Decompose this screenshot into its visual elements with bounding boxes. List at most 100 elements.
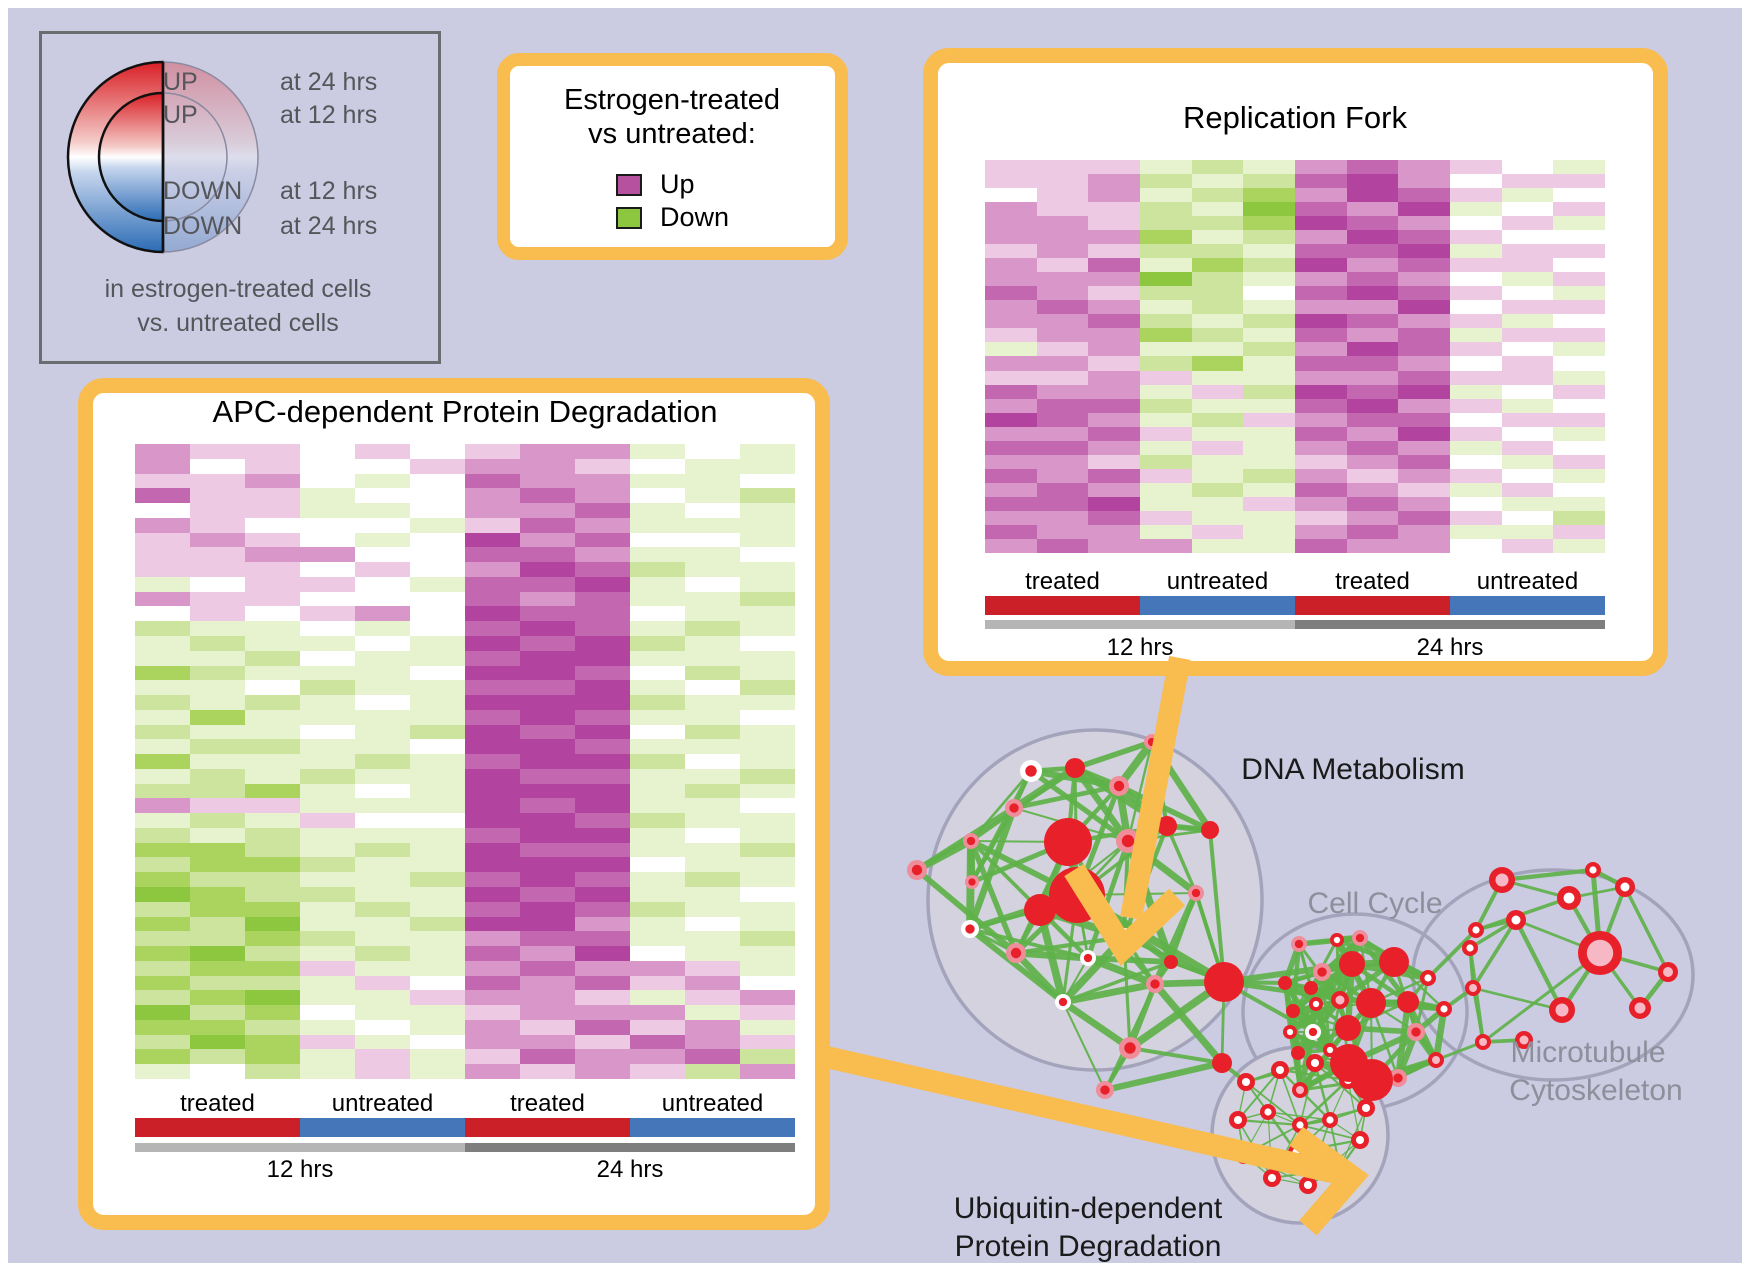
heatmap-cell: [410, 724, 465, 740]
heatmap-cell: [520, 1034, 575, 1050]
heatmap-cell: [1553, 524, 1605, 539]
heatmap-cell: [465, 517, 520, 533]
gene-node-core: [1233, 1115, 1243, 1125]
heatmap-cell: [575, 709, 630, 725]
heatmap-cell: [520, 695, 575, 710]
heatmap-cell: [685, 975, 740, 991]
heatmap-cell: [1553, 482, 1605, 497]
heatmap-cell: [300, 768, 355, 784]
heatmap-cell: [1140, 314, 1192, 329]
heatmap-cell: [465, 1019, 520, 1035]
heatmap-cell: [135, 1064, 190, 1079]
gene-node-core: [1472, 926, 1480, 934]
network-edge: [1104, 1059, 1223, 1094]
heatmap-cell: [190, 783, 245, 799]
heatmap-cell: [985, 300, 1037, 315]
heatmap-cell: [740, 695, 795, 710]
time-bar-12hrs: [135, 1143, 465, 1152]
heatmap-cell: [465, 562, 520, 577]
heatmap-cell: [1036, 202, 1089, 217]
heatmap-cell: [1398, 412, 1450, 427]
network-edge: [1165, 825, 1198, 894]
heatmap-cell: [300, 650, 355, 666]
legend-at-24hrs: at 24 hrs: [280, 68, 378, 96]
heatmap-cell: [300, 990, 355, 1006]
heatmap-cell: [1346, 426, 1399, 441]
heatmap-cell: [1140, 510, 1192, 525]
heatmap-cell: [1295, 216, 1347, 231]
heatmap-cell: [740, 576, 795, 592]
gene-node-core: [1294, 939, 1304, 949]
heatmap-cell: [355, 842, 410, 858]
heatmap-cell: [1191, 174, 1244, 189]
heatmap-cell: [520, 798, 575, 814]
heatmap-cell: [1140, 300, 1192, 315]
heatmap-cell: [355, 606, 410, 622]
heatmap-cell: [520, 606, 575, 622]
heatmap-cell: [520, 458, 575, 474]
heatmap-cell: [685, 827, 740, 843]
gene-node-core: [1335, 995, 1345, 1005]
heatmap-cell: [1346, 174, 1399, 189]
heatmap-cell: [1088, 258, 1140, 273]
heatmap-cell: [1553, 426, 1605, 441]
heatmap-cell: [355, 798, 410, 814]
heatmap-cell: [1398, 384, 1450, 399]
cluster-label-dna-metabolism: DNA Metabolism: [1241, 753, 1465, 786]
heatmap-cell: [740, 488, 795, 504]
heatmap-cell: [300, 444, 355, 459]
gene-node-core: [968, 878, 976, 886]
legend-caption-line2: vs. untreated cells: [137, 309, 339, 337]
gene-node: [1204, 962, 1244, 1002]
heatmap-cell: [1553, 188, 1605, 203]
gene-node-core: [1303, 1180, 1313, 1190]
heatmap-cell: [1398, 482, 1450, 497]
heatmap-cell: [1243, 272, 1295, 287]
heatmap-cell: [1501, 160, 1554, 175]
heatmap-cell: [630, 695, 685, 710]
heatmap-cell: [1036, 174, 1089, 189]
heatmap-cell: [465, 798, 520, 814]
heatmap-cell: [1398, 510, 1450, 525]
heatmap-cell: [1191, 370, 1244, 385]
legend-up-12-word: UP: [163, 101, 198, 129]
heatmap-cell: [1398, 468, 1450, 483]
heatmap-cell: [1088, 314, 1140, 329]
untreated-bar: [630, 1118, 795, 1137]
heatmap-cell: [465, 827, 520, 843]
heatmap-cell: [985, 202, 1037, 217]
heatmap-cell: [245, 562, 300, 577]
heatmap-cell: [985, 482, 1037, 497]
heatmap-cell: [1295, 342, 1347, 357]
heatmap-cell: [300, 695, 355, 710]
heatmap-cell: [985, 510, 1037, 525]
heatmap-cell: [1501, 538, 1554, 553]
heatmap-cell: [245, 813, 300, 828]
gene-node-core: [1100, 1085, 1110, 1095]
heatmap-cell: [520, 916, 575, 932]
heatmap-cell: [1346, 524, 1399, 539]
heatmap-cell: [135, 576, 190, 592]
heatmap-cell: [575, 1064, 630, 1079]
heatmap-cell: [985, 538, 1037, 553]
heatmap-cell: [685, 650, 740, 666]
heatmap-cell: [1295, 482, 1347, 497]
heatmap-cell: [1140, 482, 1192, 497]
heatmap-cell: [245, 842, 300, 858]
heatmap-cell: [1295, 188, 1347, 203]
updown-ring-icon: [66, 60, 259, 254]
gene-node-core: [1296, 1121, 1304, 1129]
heatmap-cell: [1346, 230, 1399, 245]
heatmap-cell: [355, 1005, 410, 1020]
heatmap-cell: [1088, 398, 1140, 413]
gene-node-core: [1495, 873, 1509, 887]
heatmap-cell: [465, 931, 520, 947]
heatmap-cell: [1191, 412, 1244, 427]
heatmap-cell: [1553, 244, 1605, 259]
heatmap-cell: [740, 635, 795, 651]
heatmap-cell: [630, 798, 685, 814]
gene-node-core: [1620, 882, 1630, 892]
heatmap-cell: [630, 591, 685, 607]
heatmap-cell: [410, 975, 465, 991]
heatmap-cell: [1088, 160, 1140, 175]
